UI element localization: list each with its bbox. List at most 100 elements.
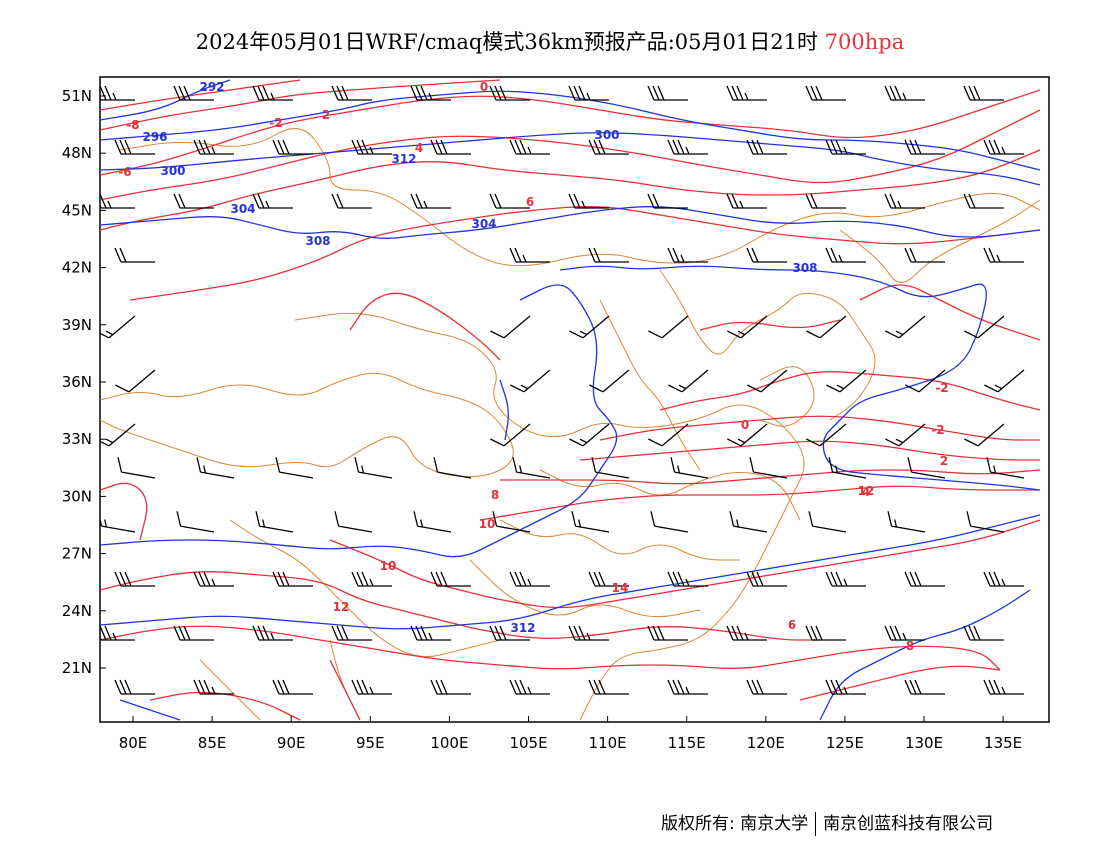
lon-label: 95E xyxy=(356,734,385,752)
wind-barb xyxy=(746,571,787,587)
copyright-text: 版权所有: 南京大学 xyxy=(661,814,809,834)
height-contour xyxy=(100,132,1041,186)
wind-barb xyxy=(964,315,1005,339)
wind-barb xyxy=(115,369,156,393)
lon-label: 85E xyxy=(198,734,227,752)
wind-barb xyxy=(904,679,945,695)
wind-barb xyxy=(963,625,1004,641)
boundary-line xyxy=(469,559,701,618)
temperature-contour xyxy=(599,415,1040,441)
wind-barb xyxy=(410,625,451,641)
wind-barb xyxy=(173,85,214,101)
height-label: 292 xyxy=(199,80,224,94)
wind-barb xyxy=(647,625,688,641)
wind-barb xyxy=(512,457,551,479)
lat-label: 21N xyxy=(62,659,92,677)
wind-barb xyxy=(351,679,392,695)
wind-barb xyxy=(492,511,531,533)
temperature-label: 0 xyxy=(480,80,488,94)
lon-label: 115E xyxy=(668,734,706,752)
wind-barb xyxy=(885,315,926,339)
temperature-contour xyxy=(859,284,1041,341)
title-main: 2024年05月01日WRF/cmaq模式36km预报产品:05月01日21时 xyxy=(195,30,818,54)
wind-barb xyxy=(430,139,471,155)
wind-barb xyxy=(805,85,846,101)
temperature-contour xyxy=(479,485,1040,521)
temperature-label: 4 xyxy=(862,485,870,499)
temperature-label: 6 xyxy=(788,618,796,632)
wind-barb xyxy=(196,457,235,479)
height-contours xyxy=(100,79,1041,721)
wind-barb xyxy=(589,369,630,393)
wind-barb xyxy=(193,679,234,695)
wind-barb xyxy=(430,679,471,695)
temperature-contours xyxy=(100,79,1041,721)
wind-barb xyxy=(648,315,689,339)
lon-label: 130E xyxy=(905,734,943,752)
wind-barb xyxy=(410,85,451,101)
temperature-label: 10 xyxy=(479,517,496,531)
wind-barb xyxy=(746,247,787,263)
wind-barb xyxy=(648,423,689,447)
lon-label: 120E xyxy=(747,734,785,752)
wind-barb xyxy=(114,571,155,587)
wind-barb xyxy=(884,85,925,101)
wind-barb xyxy=(667,247,708,263)
height-contour xyxy=(100,514,1041,630)
wind-barb xyxy=(647,85,688,101)
wind-barb xyxy=(588,679,629,695)
wind-barb xyxy=(114,679,155,695)
wind-barb xyxy=(114,247,155,263)
wind-barb xyxy=(509,679,550,695)
height-contour xyxy=(559,265,1041,491)
wind-barb xyxy=(726,193,767,209)
lat-label: 39N xyxy=(62,316,92,334)
plot-frame xyxy=(99,76,1050,723)
wind-barb xyxy=(351,139,392,155)
temperature-label: 2 xyxy=(322,108,330,122)
wind-barb xyxy=(983,139,1024,155)
wind-barb xyxy=(489,625,530,641)
wind-barb xyxy=(668,369,709,393)
wind-barb xyxy=(588,139,629,155)
wind-barb xyxy=(825,571,866,587)
wind-barb xyxy=(667,679,708,695)
boundary-line xyxy=(539,469,801,521)
wind-barb xyxy=(667,571,708,587)
height-contour xyxy=(100,79,231,121)
temperature-contour xyxy=(699,319,841,331)
height-label: 312 xyxy=(391,152,416,166)
wind-barb xyxy=(252,85,293,101)
wind-barb xyxy=(331,85,372,101)
temperature-label: -2 xyxy=(269,116,282,130)
height-label: 308 xyxy=(305,234,330,248)
lon-label: 90E xyxy=(277,734,306,752)
boundary-line xyxy=(199,659,261,721)
wind-barb xyxy=(252,625,293,641)
temperature-contour xyxy=(349,292,501,361)
temperature-contour xyxy=(129,206,1041,301)
wind-barb xyxy=(489,85,530,101)
wind-barb xyxy=(905,369,946,393)
wind-barb xyxy=(726,85,767,101)
temperature-contour xyxy=(100,571,820,641)
wind-barb xyxy=(173,193,214,209)
wind-barb xyxy=(510,369,551,393)
temperature-label: 10 xyxy=(380,559,397,573)
longitude-axis: 80E 85E 90E 95E 100E 105E 110E 115E 120E 125E 130E… xyxy=(119,716,1022,752)
wind-barb xyxy=(986,457,1025,479)
lon-label: 80E xyxy=(119,734,148,752)
wind-barb xyxy=(173,625,214,641)
temperature-contour xyxy=(100,482,148,541)
temperature-label: 14 xyxy=(612,581,629,595)
wind-barb xyxy=(588,571,629,587)
temperature-label: 2 xyxy=(940,454,948,468)
height-label: 304 xyxy=(230,202,255,216)
wind-barb xyxy=(252,193,293,209)
boundary-line xyxy=(119,128,1041,267)
height-contour xyxy=(100,90,1041,171)
temperature-contour xyxy=(100,79,301,111)
wind-barb xyxy=(963,85,1004,101)
lon-label: 105E xyxy=(509,734,547,752)
